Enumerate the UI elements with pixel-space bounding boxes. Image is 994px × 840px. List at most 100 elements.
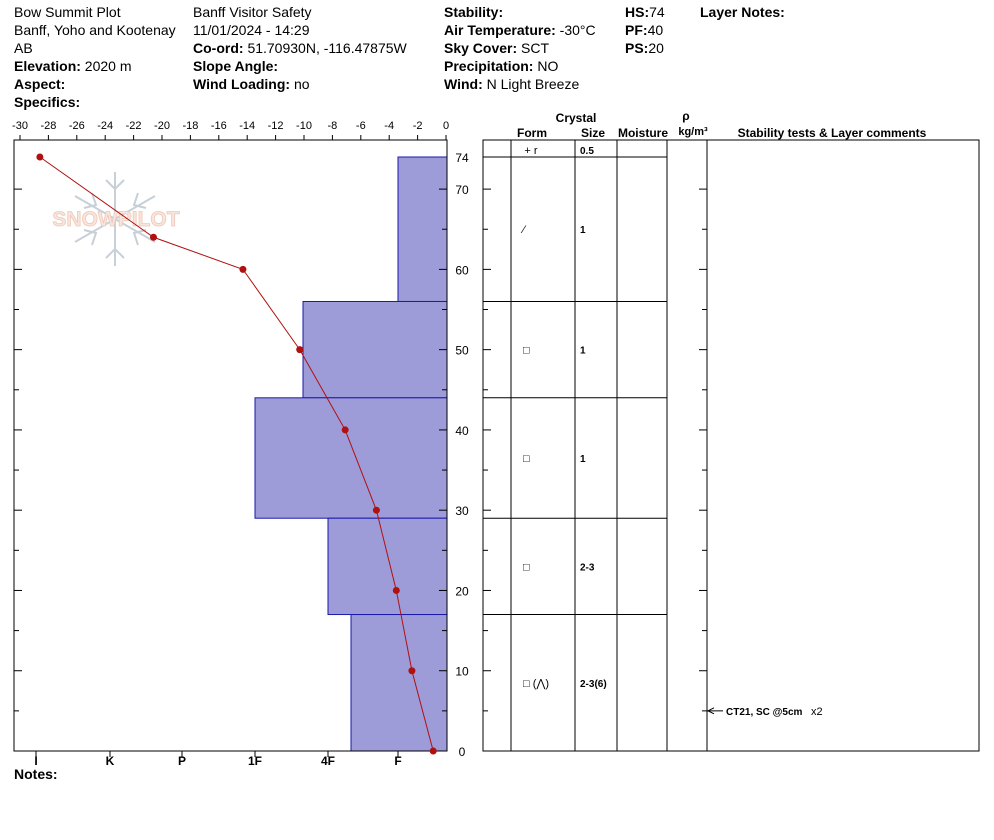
snowflake-icon: [74, 172, 156, 266]
temperature-point: [36, 153, 44, 161]
wind-loading-label: Wind Loading:: [193, 76, 291, 92]
surface-form: + r: [524, 145, 537, 157]
specifics-field: Specifics:: [14, 93, 80, 111]
logo-text: SNOWPILOT: [52, 208, 179, 231]
stability-test-multiplier: x2: [811, 706, 823, 718]
ps-label: PS:: [625, 40, 649, 56]
hardness-axis: I K P 1F 4F F: [34, 751, 402, 768]
temperature-point: [429, 747, 437, 755]
wind-loading-field: Wind Loading: no: [193, 75, 310, 93]
hardness-tick-label: K: [106, 754, 115, 768]
stability-field: Stability:: [444, 3, 503, 21]
slope-field: Slope Angle:: [193, 57, 278, 75]
aspect-field: Aspect:: [14, 75, 65, 93]
aspect-label: Aspect:: [14, 76, 66, 92]
notes-label: Notes:: [14, 766, 58, 782]
surface-size: 0.5: [580, 146, 594, 157]
air-temp-field: Air Temperature: -30°C: [444, 21, 596, 39]
layer-size: 2-3: [580, 562, 595, 573]
temp-tick-label: -6: [356, 120, 366, 132]
height-tick-label: 50: [455, 344, 469, 358]
temperature-point: [239, 265, 247, 273]
sky-field: Sky Cover: SCT: [444, 39, 549, 57]
ps-value: 20: [648, 40, 664, 56]
temperature-point: [372, 506, 380, 514]
sky-label: Sky Cover:: [444, 40, 518, 56]
temperature-point: [296, 346, 304, 354]
pf-value: 40: [647, 22, 664, 38]
layer-form: □ (⋀): [523, 678, 549, 690]
wind-field: Wind: N Light Breeze: [444, 75, 579, 93]
temp-tick-label: -12: [268, 120, 284, 132]
temperature-axis: -30 -28 -26 -24 -22 -20 -18 -16 -14 -12 -10 -8 -6 -4-…: [12, 120, 449, 140]
temperature-point: [408, 667, 416, 675]
air-temp-label: Air Temperature:: [444, 22, 556, 38]
height-tick-label: 74: [455, 151, 469, 165]
size-header: Size: [581, 126, 605, 140]
temp-tick-label: -14: [239, 120, 255, 132]
form-header: Form: [517, 126, 547, 140]
hardness-tick-label: 4F: [321, 754, 335, 768]
wind-value: N Light Breeze: [486, 76, 580, 92]
precip-label: Precipitation:: [444, 58, 534, 74]
hs-label: HS:: [625, 4, 650, 20]
layer-size: 2-3(6): [580, 679, 607, 690]
density-header: kg/m³: [678, 126, 708, 138]
temperature-point: [149, 233, 157, 241]
specifics-label: Specifics:: [14, 94, 81, 110]
precip-field: Precipitation: NO: [444, 57, 558, 75]
height-tick-label: 70: [455, 183, 469, 197]
layer-size: 1: [580, 454, 586, 465]
temp-tick-label: -24: [97, 120, 113, 132]
air-temp-value: -30°C: [559, 22, 596, 38]
pf-field: PF:40: [625, 21, 663, 39]
wind-loading-value: no: [293, 76, 310, 92]
temp-tick-label: -20: [154, 120, 170, 132]
temp-tick-label: -4: [384, 120, 394, 132]
temp-tick-label: -30: [12, 120, 28, 132]
hardness-bars: [254, 156, 448, 752]
height-tick-label: 10: [455, 665, 469, 679]
hardness-tick-label: 1F: [248, 754, 262, 768]
wind-label: Wind:: [444, 76, 483, 92]
temp-tick-label: -26: [69, 120, 85, 132]
layer-notes-label: Layer Notes:: [700, 3, 785, 21]
temperature-point: [341, 426, 349, 434]
elevation-value: 2020 m: [84, 58, 132, 74]
height-tick-label: 20: [455, 584, 469, 598]
elevation-field: Elevation: 2020 m: [14, 57, 132, 75]
stability-label: Stability:: [444, 4, 504, 20]
hardness-tick-label: I: [34, 754, 37, 768]
elevation-label: Elevation:: [14, 58, 81, 74]
height-axis: 0 10 20 30 40 50 60 70 74: [14, 151, 469, 759]
snowpilot-logo: SNOWPILOT: [52, 172, 180, 266]
coord-field: Co-ord: 51.70930N, -116.47875W: [193, 39, 407, 57]
layer-form: ⁄: [520, 224, 527, 236]
hardness-tick-label: P: [178, 754, 186, 768]
arrow-head-icon: [706, 707, 715, 715]
layer-form: □: [523, 453, 530, 465]
height-tick-label: 40: [455, 424, 469, 438]
layer-size: 1: [580, 346, 586, 357]
height-tick-label: 30: [455, 504, 469, 518]
hardness-bar: [254, 397, 448, 519]
rho-header: ρ: [682, 109, 689, 123]
datetime: 11/01/2024 - 14:29: [193, 22, 310, 38]
moisture-header: Moisture: [618, 126, 668, 140]
layer-form: □: [523, 561, 530, 573]
precip-value: NO: [537, 58, 559, 74]
hardness-bar: [327, 517, 448, 616]
temperature-profile: [36, 153, 437, 755]
ps-field: PS:20: [625, 39, 664, 57]
stability-test-text: CT21, SC @5cm: [726, 707, 803, 718]
region-name: Banff, Yoho and Kootenay: [14, 22, 176, 38]
chart-frame: [13, 139, 448, 752]
crystal-header: Crystal: [556, 111, 597, 125]
coord-value: 51.70930N, -116.47875W: [247, 40, 407, 56]
temp-tick-label: -28: [40, 120, 56, 132]
temp-tick-label: -22: [126, 120, 142, 132]
site-name: Bow Summit Plot: [14, 4, 121, 20]
sky-value: SCT: [521, 40, 550, 56]
province: AB: [14, 40, 33, 56]
hardness-tick-label: F: [394, 754, 401, 768]
